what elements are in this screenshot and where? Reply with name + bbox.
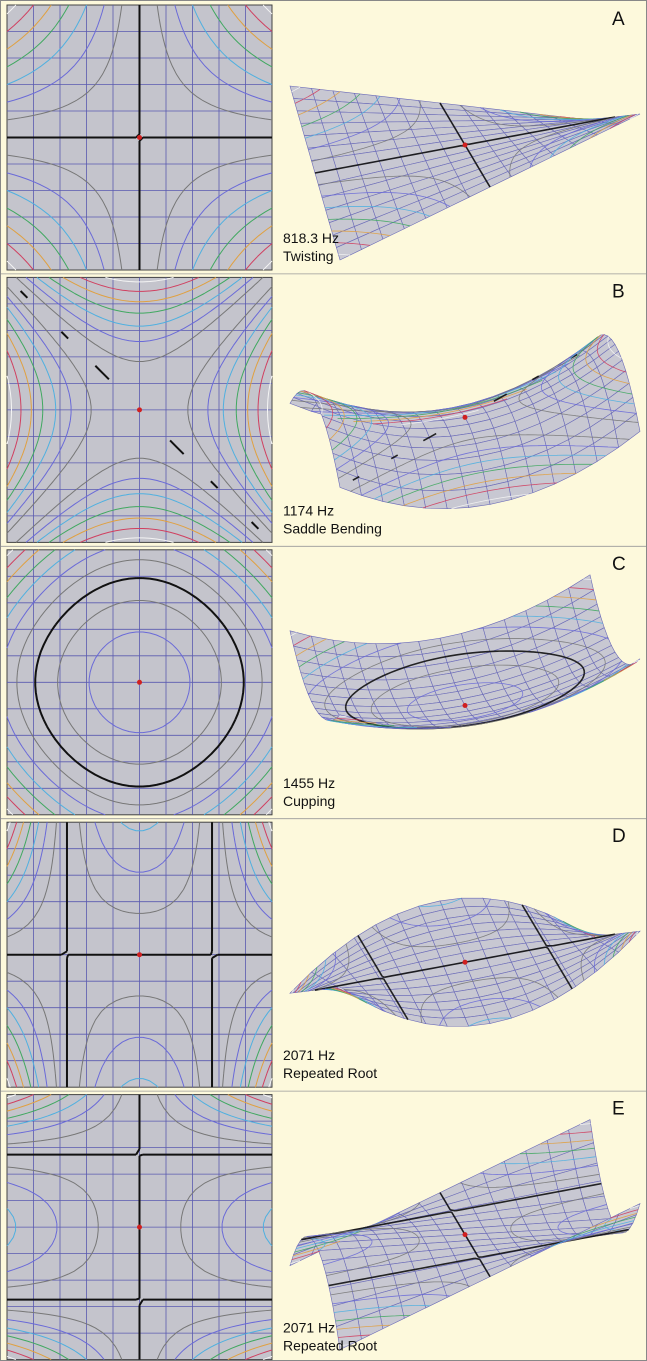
surface-facet [383, 718, 408, 723]
surface-facet [419, 474, 444, 491]
surface-facet [408, 437, 433, 448]
surface-facet [401, 654, 426, 668]
surface-facet [490, 914, 515, 922]
surface-facet [301, 123, 326, 136]
surface-facet [369, 690, 394, 699]
surface-facet [297, 111, 322, 123]
surface-facet [461, 898, 486, 907]
surface-center-point [463, 1232, 468, 1237]
surface-center-point [463, 960, 468, 965]
surface-facet [365, 680, 390, 690]
frequency: 818.3 Hz [283, 230, 339, 246]
mode-name: Twisting [283, 248, 334, 264]
frequency: 1455 Hz [283, 775, 335, 791]
mode-name: Cupping [283, 793, 335, 809]
surface-facet [461, 470, 486, 489]
center-point [137, 407, 142, 412]
center-point [137, 952, 142, 957]
surface-facet [436, 1000, 461, 1010]
surface-facet [444, 490, 469, 509]
surface-facet [319, 111, 344, 123]
mode-name: Saddle Bending [283, 520, 382, 536]
frequency: 2071 Hz [283, 1047, 335, 1063]
surface-facet [322, 123, 347, 135]
surface-facet [422, 490, 447, 509]
panel-letter: E [612, 1099, 625, 1120]
surface-facet [565, 1211, 590, 1222]
panel-letter: D [612, 826, 626, 847]
surface-facet [415, 1002, 440, 1010]
mode-name: Repeated Root [283, 1065, 377, 1081]
surface-facet [401, 106, 426, 114]
surface-facet [411, 994, 436, 1002]
surface-facet [586, 1209, 611, 1220]
surface-facet [426, 427, 451, 437]
surface-facet [469, 116, 494, 121]
surface-facet [336, 654, 361, 668]
surface-facet [376, 706, 401, 713]
surface-facet [344, 122, 369, 133]
surface-facet [379, 713, 404, 719]
surface-facet [404, 428, 429, 437]
surface-facet [361, 669, 386, 680]
mode-name: Repeated Root [283, 1338, 377, 1354]
panel-letter: C [612, 554, 626, 575]
center-point [137, 680, 142, 685]
surface-facet [344, 679, 369, 690]
surface-facet [544, 1213, 569, 1223]
surface-facet [583, 1196, 608, 1211]
surface-facet [358, 103, 383, 113]
surface-facet [429, 436, 454, 448]
surface-facet [397, 641, 422, 656]
surface-center-point [463, 703, 468, 708]
panel-letter: A [612, 9, 625, 30]
surface-facet [315, 100, 340, 112]
surface-facet [294, 98, 319, 111]
page: A 818.3 Hz Twisting B 1174 Hz Saddle Bending C… [0, 0, 647, 1361]
surface-facet [365, 122, 390, 132]
surface-center-point [463, 415, 468, 420]
surface-facet [390, 689, 415, 699]
center-point [137, 135, 142, 140]
figure: A 818.3 Hz Twisting B 1174 Hz Saddle Bending C… [0, 0, 647, 1361]
surface-facet [340, 667, 365, 680]
surface-center-point [463, 143, 468, 148]
surface-facet [433, 447, 458, 461]
surface-facet [386, 679, 411, 690]
surface-facet [354, 706, 379, 713]
frequency: 1174 Hz [283, 502, 334, 518]
panel-letter: B [612, 281, 625, 302]
surface-facet [354, 643, 379, 657]
frequency: 2071 Hz [283, 1320, 335, 1336]
center-point [137, 1225, 142, 1230]
surface-facet [444, 1018, 469, 1027]
